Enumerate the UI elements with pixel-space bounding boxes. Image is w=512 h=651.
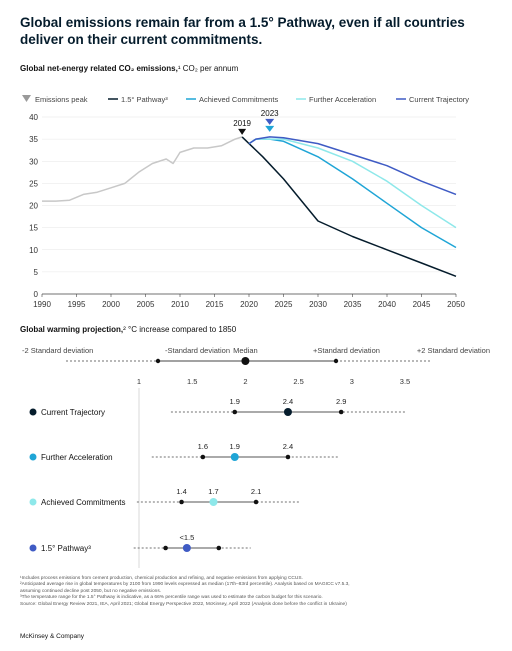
legend-label: Achieved Commitments [199, 95, 278, 104]
x-tick-label: 2050 [447, 300, 465, 309]
row-median-point [209, 498, 218, 506]
x-tick-label: 2020 [240, 300, 258, 309]
scale-label: -2 Standard deviation [22, 346, 93, 355]
y-tick-label: 40 [29, 113, 38, 122]
row-color-dot [29, 498, 37, 506]
x-tick-label: 2040 [378, 300, 396, 309]
x-tick-label: 2015 [206, 300, 224, 309]
warming-tick-label: 1 [137, 377, 141, 386]
row-low-point [179, 499, 184, 505]
x-tick-label: 2025 [275, 300, 293, 309]
row-median-label: 1.7 [208, 487, 218, 496]
x-tick-label: 1995 [68, 300, 86, 309]
y-tick-label: 5 [34, 268, 39, 277]
footnote-2: ²Anticipated average rise in global temp… [20, 582, 350, 588]
x-tick-label: 2035 [344, 300, 362, 309]
emissions-chart-subtitle: Global net-energy related CO₂ emissions,… [20, 64, 238, 73]
series-line-history [42, 136, 243, 202]
page-title: Global emissions remain far from a 1.5° … [20, 15, 465, 47]
row-low-label: 1.9 [230, 397, 240, 406]
row-high-label: 2.1 [251, 487, 261, 496]
scale-dot [333, 358, 339, 364]
footnote-1: ¹Includes process emissions from cement … [20, 576, 303, 581]
row-color-dot [29, 408, 37, 416]
warming-tick-label: 3.5 [400, 377, 410, 386]
warming-tick-label: 1.5 [187, 377, 197, 386]
row-median-point [182, 544, 191, 552]
y-tick-label: 15 [29, 224, 38, 233]
footnote-source: Source: Global Energy Review 2021, IEA, … [20, 601, 347, 607]
legend-emissions-peak-icon [22, 95, 31, 102]
series-line-current [248, 136, 457, 196]
row-high-point [216, 545, 222, 551]
warming-subtitle-rest: ² °C increase compared to 1850 [123, 325, 237, 334]
legend-label: Further Acceleration [309, 95, 376, 104]
row-low-label: 1.6 [198, 442, 208, 451]
warming-chart-subtitle: Global warming projection,² °C increase … [20, 325, 236, 334]
x-tick-label: 2010 [171, 300, 189, 309]
row-high-label: 2.9 [336, 397, 346, 406]
x-tick-label: 2000 [102, 300, 120, 309]
brand-logo-text: McKinsey & Company [20, 633, 84, 640]
x-tick-label: 2005 [137, 300, 155, 309]
emissions-subtitle-bold: Global net-energy related CO₂ emissions, [20, 64, 178, 73]
legend-label: Emissions peak [35, 95, 88, 104]
row-low-label: 1.4 [176, 487, 186, 496]
scale-label: Median [233, 346, 258, 355]
legend-label: 1.5° Pathway³ [121, 95, 168, 104]
row-label: Achieved Commitments [41, 498, 125, 507]
x-tick-label: 2045 [413, 300, 431, 309]
warming-tick-label: 3 [350, 377, 354, 386]
warming-tick-label: 2 [243, 377, 247, 386]
row-color-dot [29, 544, 37, 552]
row-label: Current Trajectory [41, 408, 105, 417]
scale-label: -Standard deviation [165, 346, 230, 355]
row-median-label: 2.4 [283, 397, 293, 406]
row-high-point [285, 454, 291, 460]
y-tick-label: 35 [29, 135, 38, 144]
row-low-point [200, 454, 206, 460]
y-tick-label: 30 [29, 157, 38, 166]
row-high-point [338, 409, 344, 415]
footnote-3: ³The temperature range for the 1.5° Path… [20, 595, 323, 601]
warming-tick-label: 2.5 [293, 377, 303, 386]
legend-label: Current Trajectory [409, 95, 469, 104]
y-tick-label: 0 [34, 290, 39, 299]
scale-dot [155, 358, 161, 364]
row-median-point [230, 453, 239, 461]
row-label: Further Acceleration [41, 453, 113, 462]
peak-2023-marker-current [265, 118, 275, 125]
emissions-subtitle-rest: ¹ CO₂ per annum [177, 64, 239, 73]
x-tick-label: 1990 [33, 300, 51, 309]
annotation-label: 2023 [261, 109, 279, 118]
y-tick-label: 20 [29, 202, 38, 211]
row-color-dot [29, 453, 37, 461]
scale-label: +2 Standard deviation [417, 346, 490, 355]
scale-median-dot [241, 357, 250, 365]
y-tick-label: 25 [29, 179, 38, 188]
row-high-label: 2.4 [283, 442, 293, 451]
series-line-pathway [241, 136, 457, 277]
warming-subtitle-bold: Global warming projection, [20, 325, 124, 334]
scale-label: +Standard deviation [313, 346, 380, 355]
peak-2019-marker [238, 128, 247, 135]
row-median-label: <1.5 [179, 533, 194, 542]
footnotes: ¹Includes process emissions from cement … [20, 576, 505, 608]
y-tick-label: 10 [29, 246, 38, 255]
row-median-point [283, 408, 292, 416]
row-low-point [163, 545, 168, 551]
footnote-2-cont: assuming continued decline post 2050, bu… [20, 588, 162, 594]
row-low-point [232, 409, 238, 415]
x-tick-label: 2030 [309, 300, 327, 309]
annotation-label: 2019 [233, 119, 251, 128]
row-label: 1.5° Pathway³ [41, 544, 91, 553]
peak-2023-marker-achieved [265, 125, 275, 132]
row-high-point [253, 499, 259, 505]
row-median-label: 1.9 [230, 442, 240, 451]
